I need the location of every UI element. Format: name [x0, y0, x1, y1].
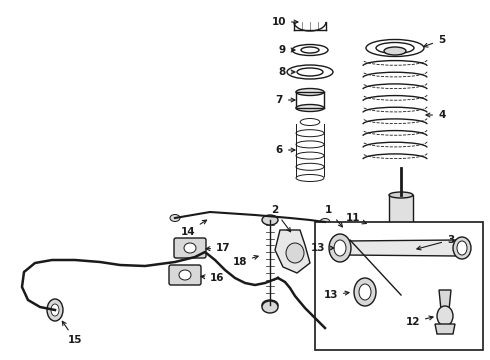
Ellipse shape — [184, 243, 196, 253]
Text: 5: 5 — [424, 35, 445, 47]
Ellipse shape — [262, 301, 278, 313]
Ellipse shape — [286, 243, 304, 263]
Ellipse shape — [359, 284, 371, 300]
Text: 11: 11 — [345, 213, 367, 224]
Text: 13: 13 — [311, 243, 334, 253]
Polygon shape — [330, 225, 360, 278]
Bar — [315, 222, 483, 350]
Ellipse shape — [437, 306, 453, 326]
Polygon shape — [435, 324, 455, 334]
Text: 13: 13 — [323, 290, 349, 300]
Ellipse shape — [457, 241, 467, 255]
Ellipse shape — [383, 291, 419, 299]
Text: 2: 2 — [271, 205, 291, 232]
Ellipse shape — [329, 234, 351, 262]
Ellipse shape — [389, 237, 413, 243]
Text: 4: 4 — [426, 110, 445, 120]
Ellipse shape — [334, 243, 356, 265]
Ellipse shape — [170, 215, 180, 221]
Ellipse shape — [383, 236, 419, 244]
Ellipse shape — [297, 68, 323, 76]
Ellipse shape — [47, 299, 63, 321]
Text: 12: 12 — [406, 316, 433, 327]
Polygon shape — [275, 230, 310, 273]
Text: 8: 8 — [279, 67, 295, 77]
Ellipse shape — [354, 278, 376, 306]
Text: 15: 15 — [62, 321, 82, 345]
Ellipse shape — [262, 215, 278, 225]
Ellipse shape — [376, 42, 414, 54]
Ellipse shape — [301, 47, 319, 53]
Ellipse shape — [389, 192, 413, 198]
Ellipse shape — [296, 89, 324, 95]
Text: 3: 3 — [417, 235, 454, 250]
FancyBboxPatch shape — [174, 238, 206, 258]
Text: 17: 17 — [206, 243, 231, 253]
Polygon shape — [439, 290, 451, 310]
Bar — [389, 195, 413, 240]
Ellipse shape — [334, 240, 346, 256]
Ellipse shape — [340, 249, 350, 259]
Ellipse shape — [262, 300, 278, 310]
Ellipse shape — [296, 104, 324, 112]
Bar — [383, 240, 419, 295]
Ellipse shape — [384, 47, 406, 55]
Text: 6: 6 — [276, 145, 295, 155]
FancyBboxPatch shape — [169, 265, 201, 285]
Ellipse shape — [179, 270, 191, 280]
Polygon shape — [345, 240, 467, 256]
Text: 9: 9 — [279, 45, 295, 55]
Text: 16: 16 — [201, 273, 224, 283]
Text: 10: 10 — [271, 17, 298, 27]
Text: 1: 1 — [325, 205, 343, 227]
Text: 18: 18 — [232, 256, 258, 267]
Text: 7: 7 — [275, 95, 295, 105]
Ellipse shape — [320, 219, 330, 225]
Text: 14: 14 — [180, 220, 207, 237]
Ellipse shape — [51, 304, 59, 316]
Ellipse shape — [453, 237, 471, 259]
